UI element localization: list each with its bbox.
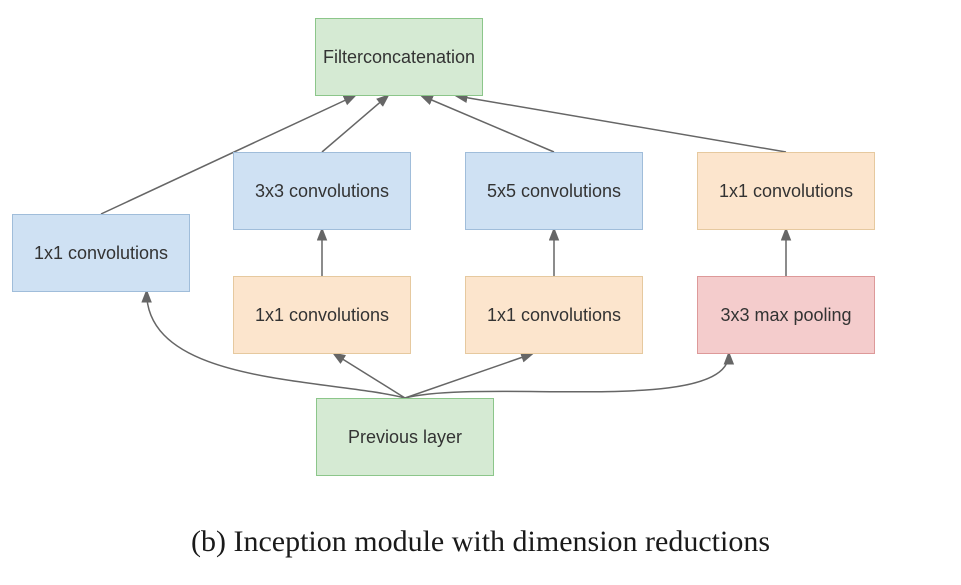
edge-previous_layer-to-reduce_1x1_b (405, 354, 532, 398)
edge-previous_layer-to-reduce_1x1_a (334, 354, 405, 398)
node-conv5x5: 5x5 convolutions (465, 152, 643, 230)
edge-conv5x5-to-filter_concat (422, 96, 554, 152)
edge-conv1x1_right-to-filter_concat (457, 96, 786, 152)
node-reduce-1x1-b: 1x1 convolutions (465, 276, 643, 354)
node-filter-concat: Filterconcatenation (315, 18, 483, 96)
edge-previous_layer-to-maxpool3x3 (405, 354, 729, 398)
edge-conv3x3-to-filter_concat (322, 96, 387, 152)
diagram-caption: (b) Inception module with dimension redu… (0, 525, 961, 559)
node-conv1x1-right: 1x1 convolutions (697, 152, 875, 230)
node-conv1x1-left: 1x1 convolutions (12, 214, 190, 292)
node-previous-layer: Previous layer (316, 398, 494, 476)
node-maxpool3x3: 3x3 max pooling (697, 276, 875, 354)
inception-diagram: Filterconcatenation 1x1 convolutions 3x3… (0, 0, 961, 585)
node-reduce-1x1-a: 1x1 convolutions (233, 276, 411, 354)
node-conv3x3: 3x3 convolutions (233, 152, 411, 230)
